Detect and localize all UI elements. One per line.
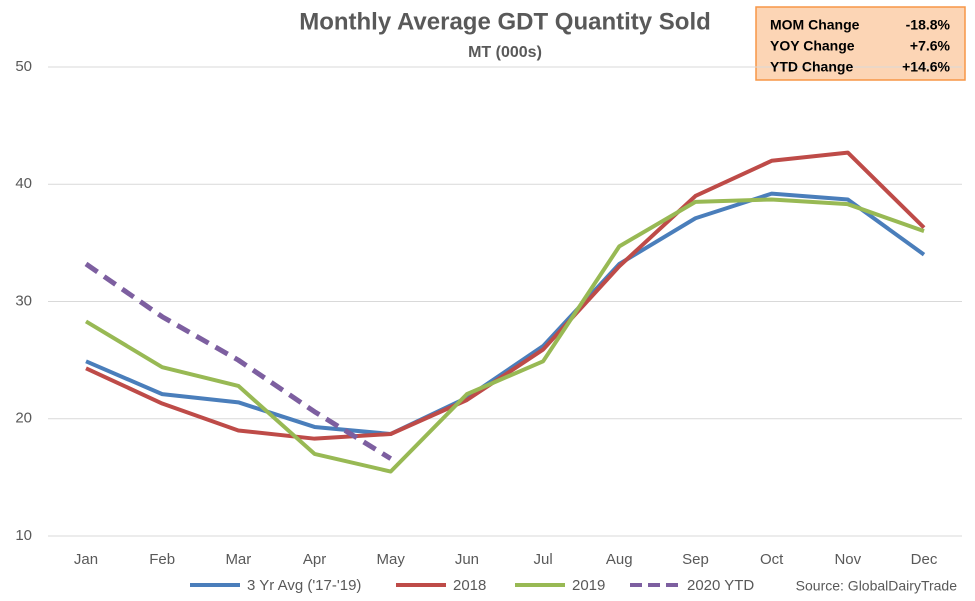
x-tick-label: Jul (533, 551, 552, 568)
source: Source: GlobalDairyTrade (796, 578, 958, 594)
series-line (85, 191, 926, 436)
legend-label: 2020 YTD (687, 577, 754, 594)
chart-title: Monthly Average GDT Quantity Sold (299, 8, 711, 35)
x-tick-label: Sep (682, 551, 709, 568)
x-tick-label: May (377, 551, 406, 568)
stat-value: +14.6% (902, 59, 950, 75)
stat-label: MOM Change (770, 17, 860, 33)
x-tick-label: Nov (834, 551, 861, 568)
chart-subtitle: MT (000s) (468, 44, 542, 61)
y-tick-label: 50 (15, 58, 32, 75)
stat-label: YTD Change (770, 59, 853, 75)
x-tick-label: Aug (606, 551, 633, 568)
y-tick-label: 40 (15, 175, 32, 192)
y-tick-label: 20 (15, 410, 32, 427)
series-line (85, 150, 926, 441)
stat-value: +7.6% (910, 38, 951, 54)
stat-label: YOY Change (770, 38, 855, 54)
x-tick-label: Jun (455, 551, 479, 568)
x-tick-label: Dec (911, 551, 938, 568)
series-line (84, 261, 393, 461)
legend-label: 3 Yr Avg ('17-'19) (247, 577, 361, 594)
x-tick-label: Apr (303, 551, 326, 568)
x-tick-label: Mar (225, 551, 251, 568)
legend-label: 2018 (453, 577, 486, 594)
stats-box (755, 6, 966, 81)
stat-value: -18.8% (906, 17, 951, 33)
y-tick-label: 10 (15, 527, 32, 544)
legend-label: 2019 (572, 577, 605, 594)
x-tick-label: Jan (74, 551, 98, 568)
series-line (84, 197, 925, 474)
x-tick-label: Oct (760, 551, 784, 568)
y-tick-label: 30 (15, 292, 32, 309)
x-tick-label: Feb (149, 551, 175, 568)
